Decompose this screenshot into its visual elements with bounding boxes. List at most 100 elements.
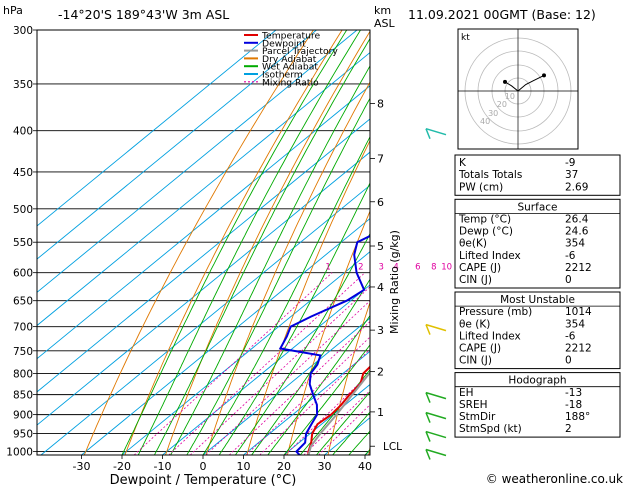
- isotherm-line: [37, 85, 370, 360]
- wind-barb: [425, 448, 447, 460]
- profile-dewpoint: [278, 234, 370, 455]
- wet-adiabat-line: [235, 232, 370, 455]
- isotherm-line: [37, 30, 317, 260]
- datetime-title: 11.09.2021 00GMT (Base: 12): [408, 7, 596, 22]
- indices-box: [454, 291, 621, 370]
- km-tick-label: 6: [377, 196, 384, 209]
- legend-label: Isotherm: [262, 70, 303, 81]
- indices-label: θe (K): [459, 318, 490, 330]
- wind-barb-feather: [425, 324, 431, 335]
- indices-label: StmSpd (kt): [459, 423, 522, 435]
- pressure-tick-label: 800: [13, 368, 33, 380]
- indices-label: SREH: [459, 399, 488, 411]
- indices-value: 0: [565, 274, 572, 286]
- isotherm-line: [37, 30, 358, 293]
- temperature-tick-label: 0: [200, 460, 207, 473]
- indices-label: CIN (J): [459, 274, 492, 286]
- wind-barb: [425, 430, 447, 442]
- wind-barb: [425, 323, 447, 335]
- indices-table: K -9 Totals Totals 37 PW (cm) 2.69 Surface Temp…: [454, 154, 621, 438]
- indices-value: 2.69: [565, 181, 588, 193]
- legend-label: Dewpoint: [262, 38, 306, 49]
- isotherm-line: [121, 251, 370, 455]
- wet-adiabat-line: [137, 30, 361, 455]
- hodograph-point: [542, 73, 546, 78]
- indices-label: Lifted Index: [459, 250, 521, 262]
- wet-adiabat-line: [121, 30, 348, 455]
- mixing-ratio-label: 1: [325, 263, 330, 273]
- temperature-tick-label: -20: [113, 460, 131, 473]
- wind-barbs: [425, 128, 447, 460]
- wet-adiabat-line: [283, 344, 370, 455]
- pressure-tick-label: 450: [13, 167, 33, 179]
- mixing-ratio-line: [245, 336, 370, 455]
- plot-background: [37, 30, 370, 455]
- isotherm-line: [37, 118, 370, 393]
- pressure-tick-label: 550: [13, 237, 33, 249]
- wind-barb-shaft: [425, 323, 447, 332]
- indices-label: Pressure (mb): [459, 306, 532, 318]
- indices-label: K: [459, 157, 467, 169]
- indices-label: StmDir: [459, 411, 496, 423]
- temperature-tick-label: 10: [237, 460, 251, 473]
- indices-label: CAPE (J): [459, 343, 501, 355]
- pressure-tick-label: 1000: [6, 447, 33, 459]
- dry-adiabat-line: [83, 30, 314, 455]
- wind-barb-feather: [425, 128, 431, 139]
- indices-value: -6: [565, 330, 576, 342]
- wet-adiabat-line: [218, 182, 370, 455]
- plot-clip-group: [37, 30, 370, 455]
- legend-label: Dry Adiabat: [262, 54, 317, 65]
- profile-parcel-trajectory: [307, 370, 370, 455]
- isotherm-line: [162, 284, 370, 455]
- km-unit-label: km: [374, 4, 391, 17]
- indices-section-title: Surface: [517, 201, 557, 213]
- wind-barb-shaft: [425, 411, 447, 420]
- indices-label: CAPE (J): [459, 262, 501, 274]
- indices-section-title: Most Unstable: [500, 294, 575, 306]
- isotherm-line: [202, 317, 370, 455]
- wind-barb-shaft: [425, 430, 447, 439]
- indices-value: 26.4: [565, 214, 589, 226]
- km-tick-label: 2: [377, 366, 384, 379]
- km-tick-label: 8: [377, 97, 384, 110]
- indices-value: -9: [565, 157, 575, 169]
- pressure-tick-label: 750: [13, 346, 33, 358]
- isotherm-line: [37, 51, 370, 327]
- mixing-ratio-label: 3: [378, 263, 383, 273]
- isotherm-line: [40, 184, 370, 455]
- indices-label: EH: [459, 387, 474, 399]
- mixing-ratio-label: 2: [358, 263, 363, 273]
- wind-barb: [425, 128, 447, 139]
- mixing-ratio-label: 6: [415, 263, 420, 273]
- dry-adiabat-line: [124, 30, 343, 455]
- wet-adiabat-line: [186, 97, 370, 455]
- wind-barb-shaft: [425, 128, 447, 136]
- pressure-tick-label: 350: [13, 79, 33, 91]
- temperature-tick-label: -10: [154, 460, 172, 473]
- wet-adiabat-line: [316, 391, 370, 455]
- hodograph-unit: kt: [461, 33, 470, 43]
- wet-adiabat-line: [251, 278, 370, 455]
- mixing-ratio-axis-label: Mixing Ratio (g/kg): [388, 230, 401, 334]
- indices-value: 1014: [565, 306, 592, 318]
- dry-adiabat-line: [246, 139, 370, 455]
- pressure-tick-label: 700: [13, 322, 33, 334]
- pressure-tick-label: 850: [13, 390, 33, 402]
- hpa-unit-label: hPa: [3, 4, 23, 17]
- wind-barb-feather: [425, 412, 431, 423]
- indices-box: [454, 372, 621, 438]
- hodograph-ring-label: 10: [505, 92, 515, 101]
- hodograph-trace: [517, 74, 545, 92]
- indices-value: -6: [565, 250, 576, 262]
- axes: 3003504004505005506006507007508008509009…: [6, 25, 402, 473]
- indices-value: 354: [565, 238, 585, 250]
- mixing-ratio-line: [133, 272, 333, 455]
- km-tick-label: 3: [377, 324, 384, 337]
- legend-label: Parcel Trajectory: [262, 46, 338, 57]
- wind-barb-shaft: [425, 391, 447, 400]
- pressure-tick-label: 500: [13, 204, 33, 216]
- km-tick-label: 1: [377, 406, 384, 419]
